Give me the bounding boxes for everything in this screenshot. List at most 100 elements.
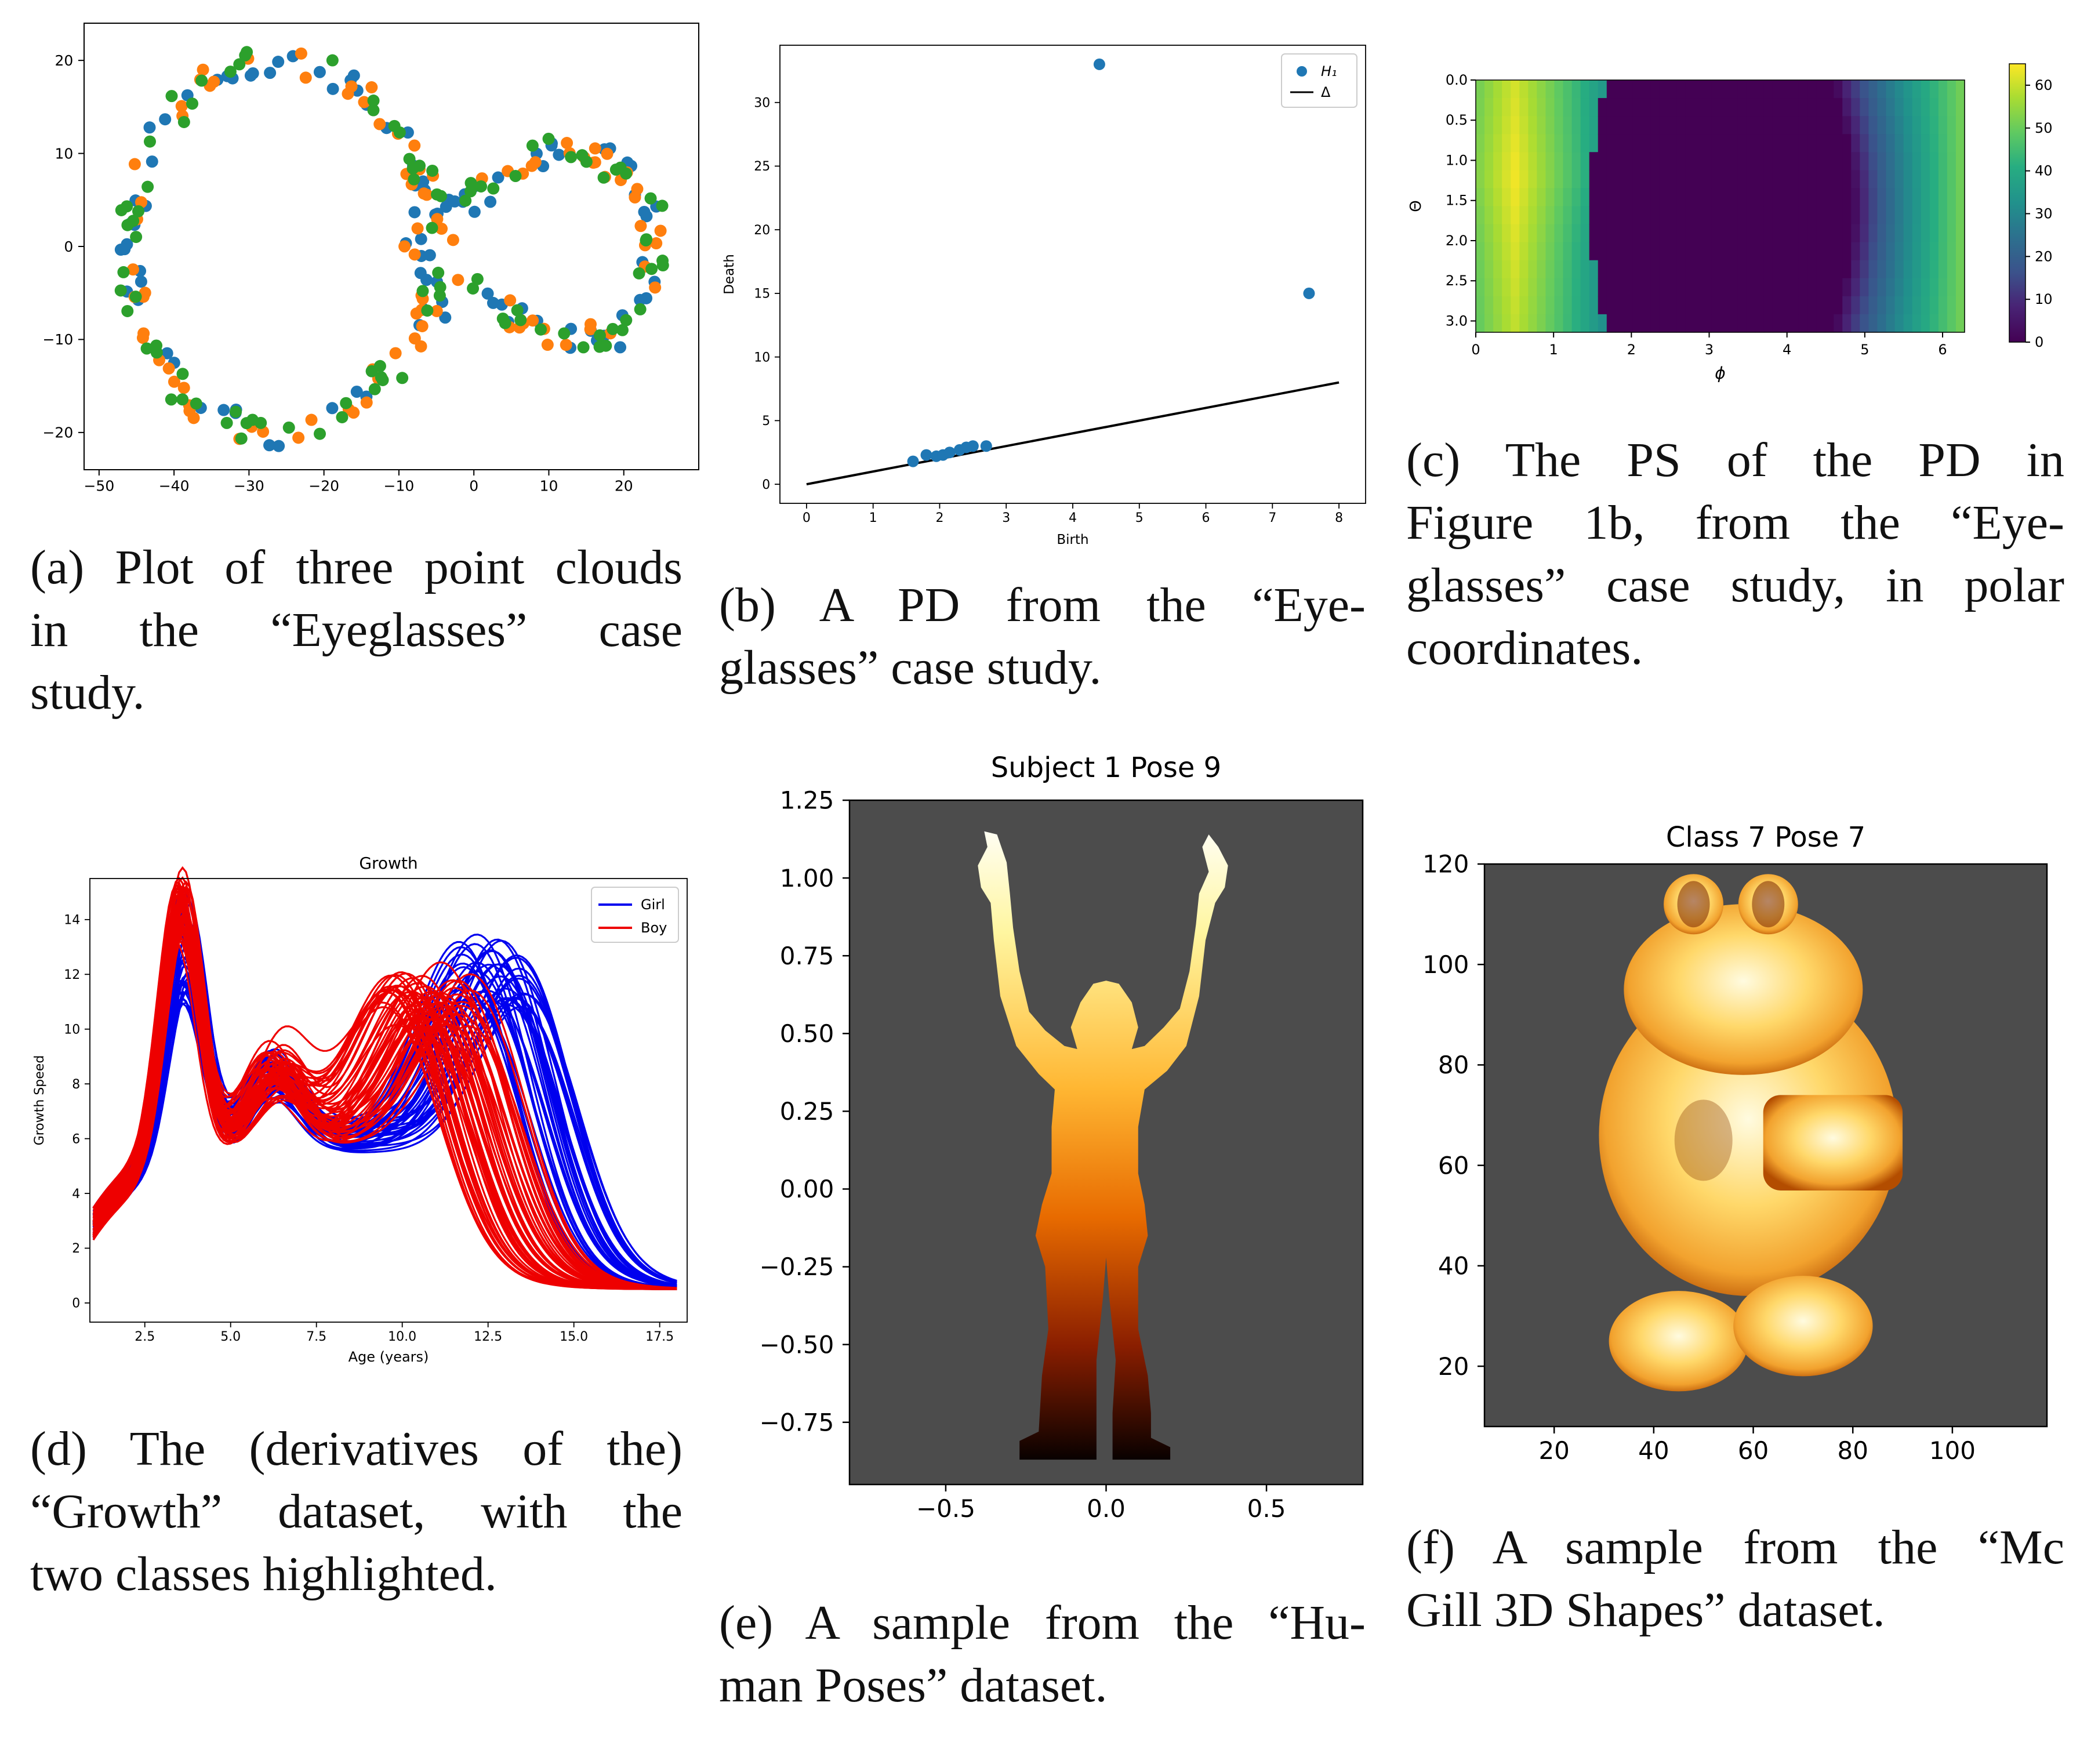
y-tick-label: 0.75 [780,942,834,970]
x-axis-label: Age (years) [349,1349,429,1365]
heatmap-cell [1703,188,1712,207]
heatmap-cell [1929,98,1939,117]
data-point [452,274,464,286]
heatmap-cell [1580,260,1590,279]
heatmap-cell [1720,314,1730,333]
heatmap-cell [1624,224,1633,243]
heatmap-cell [1912,278,1922,297]
heatmap-cell [1860,152,1870,170]
heatmap-cell [1763,242,1773,261]
heatmap-cell [1903,98,1913,117]
heatmap-cell [1868,278,1878,297]
heatmap-cell [1903,314,1913,333]
heatmap-cell [1624,152,1633,170]
data-point [468,205,481,218]
heatmap-cell [1511,296,1520,315]
y-tick-label: −10 [42,331,73,348]
heatmap-cell [1511,314,1520,333]
heatmap-cell [1537,206,1547,225]
heatmap-cell [1947,134,1956,153]
heatmap-cell [1650,170,1660,189]
shape-ear-shadow [1677,881,1710,928]
heatmap-cell [1763,260,1773,279]
caption-a-line-1: (a) Plot of three point clouds [30,540,683,594]
heatmap-cell [1659,116,1668,135]
y-tick-label: −20 [42,424,73,441]
data-point [177,115,190,128]
data-point [434,190,447,202]
data-point [411,222,424,235]
heatmap-cell [1772,98,1782,117]
heatmap-cell [1685,206,1694,225]
heatmap-cell [1860,188,1870,207]
heatmap-cell [1720,296,1730,315]
heatmap-cell [1894,242,1904,261]
chart-b-persistence-diagram: 0 1 2 3 4 5 6 7 8 0 5 10 15 20 25 30 Birth Death H₁ Δ [722,45,1366,547]
colorbar-tick-label: 60 [2035,77,2053,93]
heatmap-cell [1921,296,1930,315]
growth-curve [92,913,677,1290]
heatmap-cell [1825,116,1834,135]
data-point [130,231,143,244]
heatmap-cell [1511,134,1520,153]
heatmap-cell [1737,224,1747,243]
heatmap-cell [1476,278,1485,297]
heatmap-cell [1615,152,1625,170]
heatmap-cell [1938,152,1948,170]
heatmap-cell [1729,224,1738,243]
data-point [553,148,565,161]
x-tick-label: 5.0 [220,1330,241,1344]
heatmap-cell [1606,296,1616,315]
plot-frame [848,799,1364,1486]
scatter-series-2 [126,47,667,445]
heatmap-cell [1763,134,1773,153]
data-point [233,58,246,71]
heatmap-cell [1659,224,1668,243]
heatmap-cell [1842,116,1852,135]
heatmap-cell [1886,224,1896,243]
heatmap-cell [1842,260,1852,279]
heatmap-cell [1789,170,1799,189]
heatmap-cell [1476,188,1485,207]
heatmap-cell [1772,152,1782,170]
heatmap-cell [1947,296,1956,315]
heatmap-cell [1493,80,1502,99]
heatmap-cell [1511,224,1520,243]
data-point [430,304,443,317]
heatmap-cell [1816,242,1825,261]
data-point [589,142,601,155]
heatmap-cell [1781,116,1791,135]
heatmap-cell [1938,224,1948,243]
growth-curve [92,903,677,1289]
heatmap-cell [1632,188,1642,207]
heatmap-cell [1842,98,1852,117]
heatmap-cell [1851,134,1860,153]
heatmap-cell [1746,116,1756,135]
y-tick-label: 14 [64,913,80,928]
data-point [365,81,378,94]
heatmap-cell [1615,80,1625,99]
caption-d: (d) The (derivatives of the) “Growth” da… [30,1418,683,1606]
x-tick-label: 0 [1471,342,1480,358]
heatmap-cell [1894,98,1904,117]
heatmap-cell [1484,98,1494,117]
heatmap-cell [1807,314,1817,333]
heatmap-cell [1737,188,1747,207]
data-point [487,296,499,309]
heatmap-cell [1921,314,1930,333]
heatmap-cell [1615,188,1625,207]
heatmap-cell [1763,152,1773,170]
y-tick-label: −0.50 [760,1330,834,1359]
heatmap-cell [1528,134,1537,153]
heatmap-cell [1537,260,1547,279]
heatmap-cell [1772,314,1782,333]
heatmap-cell [1860,206,1870,225]
heatmap-cell [1955,170,1965,189]
data-point [195,74,208,87]
heatmap-cell [1484,314,1494,333]
heatmap-cell [1798,152,1808,170]
heatmap-cell [1580,224,1590,243]
heatmap-cell [1877,278,1887,297]
heatmap-cell [1755,224,1765,243]
heatmap-cell [1511,188,1520,207]
